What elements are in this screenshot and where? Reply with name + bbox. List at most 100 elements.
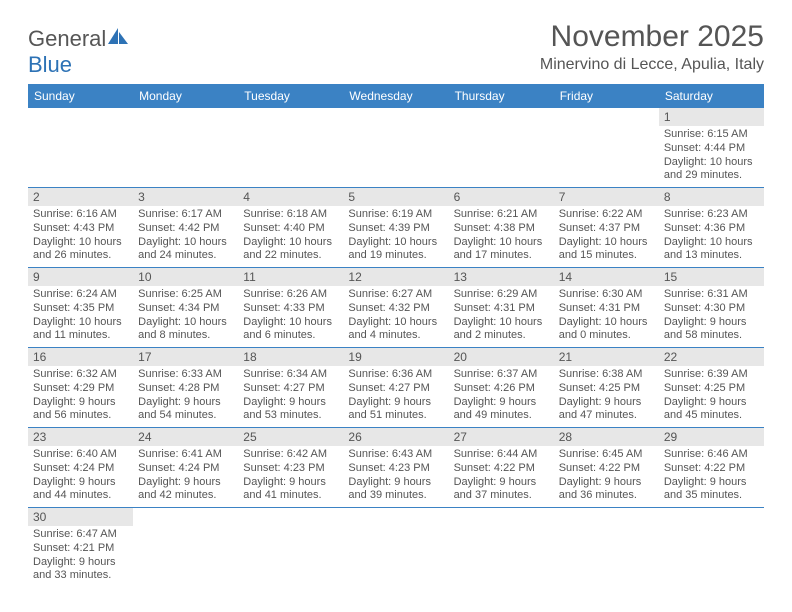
empty-cell xyxy=(133,508,238,588)
day-body: Sunrise: 6:19 AMSunset: 4:39 PMDaylight:… xyxy=(343,206,448,267)
logo-sail-icon xyxy=(106,26,130,52)
day-cell-10: 10Sunrise: 6:25 AMSunset: 4:34 PMDayligh… xyxy=(133,268,238,348)
day-number: 21 xyxy=(554,348,659,366)
day-number: 20 xyxy=(449,348,554,366)
day-body: Sunrise: 6:29 AMSunset: 4:31 PMDaylight:… xyxy=(449,286,554,347)
empty-cell xyxy=(554,108,659,188)
day-header-sunday: Sunday xyxy=(28,84,133,108)
day-number: 3 xyxy=(133,188,238,206)
day-body: Sunrise: 6:18 AMSunset: 4:40 PMDaylight:… xyxy=(238,206,343,267)
day-body: Sunrise: 6:37 AMSunset: 4:26 PMDaylight:… xyxy=(449,366,554,427)
day-body: Sunrise: 6:27 AMSunset: 4:32 PMDaylight:… xyxy=(343,286,448,347)
day-body: Sunrise: 6:32 AMSunset: 4:29 PMDaylight:… xyxy=(28,366,133,427)
day-number: 28 xyxy=(554,428,659,446)
day-header-tuesday: Tuesday xyxy=(238,84,343,108)
day-body: Sunrise: 6:39 AMSunset: 4:25 PMDaylight:… xyxy=(659,366,764,427)
empty-cell xyxy=(554,508,659,588)
day-body: Sunrise: 6:26 AMSunset: 4:33 PMDaylight:… xyxy=(238,286,343,347)
day-cell-1: 1Sunrise: 6:15 AMSunset: 4:44 PMDaylight… xyxy=(659,108,764,188)
calendar-page: GeneralBlue November 2025 Minervino di L… xyxy=(0,0,792,607)
day-number: 11 xyxy=(238,268,343,286)
day-cell-21: 21Sunrise: 6:38 AMSunset: 4:25 PMDayligh… xyxy=(554,348,659,428)
day-body: Sunrise: 6:16 AMSunset: 4:43 PMDaylight:… xyxy=(28,206,133,267)
day-cell-28: 28Sunrise: 6:45 AMSunset: 4:22 PMDayligh… xyxy=(554,428,659,508)
week-row: 1Sunrise: 6:15 AMSunset: 4:44 PMDaylight… xyxy=(28,108,764,188)
day-header-row: SundayMondayTuesdayWednesdayThursdayFrid… xyxy=(28,84,764,108)
day-body: Sunrise: 6:22 AMSunset: 4:37 PMDaylight:… xyxy=(554,206,659,267)
empty-cell xyxy=(28,108,133,188)
day-header-wednesday: Wednesday xyxy=(343,84,448,108)
day-body: Sunrise: 6:34 AMSunset: 4:27 PMDaylight:… xyxy=(238,366,343,427)
calendar-table: SundayMondayTuesdayWednesdayThursdayFrid… xyxy=(28,84,764,587)
day-cell-15: 15Sunrise: 6:31 AMSunset: 4:30 PMDayligh… xyxy=(659,268,764,348)
day-cell-12: 12Sunrise: 6:27 AMSunset: 4:32 PMDayligh… xyxy=(343,268,448,348)
empty-cell xyxy=(133,108,238,188)
day-body: Sunrise: 6:40 AMSunset: 4:24 PMDaylight:… xyxy=(28,446,133,507)
day-header-friday: Friday xyxy=(554,84,659,108)
empty-cell xyxy=(343,108,448,188)
day-body: Sunrise: 6:45 AMSunset: 4:22 PMDaylight:… xyxy=(554,446,659,507)
day-number: 15 xyxy=(659,268,764,286)
day-cell-29: 29Sunrise: 6:46 AMSunset: 4:22 PMDayligh… xyxy=(659,428,764,508)
day-number: 24 xyxy=(133,428,238,446)
day-number: 27 xyxy=(449,428,554,446)
day-cell-7: 7Sunrise: 6:22 AMSunset: 4:37 PMDaylight… xyxy=(554,188,659,268)
header-row: GeneralBlue November 2025 Minervino di L… xyxy=(28,20,764,78)
month-title: November 2025 xyxy=(540,20,764,54)
day-cell-5: 5Sunrise: 6:19 AMSunset: 4:39 PMDaylight… xyxy=(343,188,448,268)
day-number: 25 xyxy=(238,428,343,446)
day-body: Sunrise: 6:46 AMSunset: 4:22 PMDaylight:… xyxy=(659,446,764,507)
location: Minervino di Lecce, Apulia, Italy xyxy=(540,56,764,74)
calendar-body: 1Sunrise: 6:15 AMSunset: 4:44 PMDaylight… xyxy=(28,108,764,587)
day-number: 26 xyxy=(343,428,448,446)
day-header-saturday: Saturday xyxy=(659,84,764,108)
day-number: 8 xyxy=(659,188,764,206)
day-body: Sunrise: 6:43 AMSunset: 4:23 PMDaylight:… xyxy=(343,446,448,507)
day-cell-11: 11Sunrise: 6:26 AMSunset: 4:33 PMDayligh… xyxy=(238,268,343,348)
day-cell-30: 30Sunrise: 6:47 AMSunset: 4:21 PMDayligh… xyxy=(28,508,133,588)
day-body: Sunrise: 6:44 AMSunset: 4:22 PMDaylight:… xyxy=(449,446,554,507)
day-number: 13 xyxy=(449,268,554,286)
day-number: 30 xyxy=(28,508,133,526)
day-cell-20: 20Sunrise: 6:37 AMSunset: 4:26 PMDayligh… xyxy=(449,348,554,428)
empty-cell xyxy=(449,108,554,188)
day-cell-8: 8Sunrise: 6:23 AMSunset: 4:36 PMDaylight… xyxy=(659,188,764,268)
day-number: 10 xyxy=(133,268,238,286)
empty-cell xyxy=(238,508,343,588)
day-cell-25: 25Sunrise: 6:42 AMSunset: 4:23 PMDayligh… xyxy=(238,428,343,508)
logo-text: GeneralBlue xyxy=(28,26,130,78)
day-cell-3: 3Sunrise: 6:17 AMSunset: 4:42 PMDaylight… xyxy=(133,188,238,268)
day-number: 9 xyxy=(28,268,133,286)
day-cell-18: 18Sunrise: 6:34 AMSunset: 4:27 PMDayligh… xyxy=(238,348,343,428)
empty-cell xyxy=(449,508,554,588)
day-cell-6: 6Sunrise: 6:21 AMSunset: 4:38 PMDaylight… xyxy=(449,188,554,268)
empty-cell xyxy=(659,508,764,588)
day-number: 4 xyxy=(238,188,343,206)
day-body: Sunrise: 6:33 AMSunset: 4:28 PMDaylight:… xyxy=(133,366,238,427)
day-body: Sunrise: 6:42 AMSunset: 4:23 PMDaylight:… xyxy=(238,446,343,507)
day-body: Sunrise: 6:36 AMSunset: 4:27 PMDaylight:… xyxy=(343,366,448,427)
day-cell-2: 2Sunrise: 6:16 AMSunset: 4:43 PMDaylight… xyxy=(28,188,133,268)
day-body: Sunrise: 6:15 AMSunset: 4:44 PMDaylight:… xyxy=(659,126,764,187)
day-number: 12 xyxy=(343,268,448,286)
day-body: Sunrise: 6:17 AMSunset: 4:42 PMDaylight:… xyxy=(133,206,238,267)
day-number: 17 xyxy=(133,348,238,366)
day-cell-27: 27Sunrise: 6:44 AMSunset: 4:22 PMDayligh… xyxy=(449,428,554,508)
day-cell-14: 14Sunrise: 6:30 AMSunset: 4:31 PMDayligh… xyxy=(554,268,659,348)
logo: GeneralBlue xyxy=(28,26,130,78)
day-body: Sunrise: 6:25 AMSunset: 4:34 PMDaylight:… xyxy=(133,286,238,347)
day-cell-22: 22Sunrise: 6:39 AMSunset: 4:25 PMDayligh… xyxy=(659,348,764,428)
week-row: 9Sunrise: 6:24 AMSunset: 4:35 PMDaylight… xyxy=(28,268,764,348)
day-body: Sunrise: 6:24 AMSunset: 4:35 PMDaylight:… xyxy=(28,286,133,347)
week-row: 16Sunrise: 6:32 AMSunset: 4:29 PMDayligh… xyxy=(28,348,764,428)
day-body: Sunrise: 6:23 AMSunset: 4:36 PMDaylight:… xyxy=(659,206,764,267)
day-number: 19 xyxy=(343,348,448,366)
day-number: 23 xyxy=(28,428,133,446)
day-cell-17: 17Sunrise: 6:33 AMSunset: 4:28 PMDayligh… xyxy=(133,348,238,428)
day-number: 16 xyxy=(28,348,133,366)
day-cell-24: 24Sunrise: 6:41 AMSunset: 4:24 PMDayligh… xyxy=(133,428,238,508)
day-header-monday: Monday xyxy=(133,84,238,108)
day-number: 29 xyxy=(659,428,764,446)
day-cell-23: 23Sunrise: 6:40 AMSunset: 4:24 PMDayligh… xyxy=(28,428,133,508)
week-row: 23Sunrise: 6:40 AMSunset: 4:24 PMDayligh… xyxy=(28,428,764,508)
